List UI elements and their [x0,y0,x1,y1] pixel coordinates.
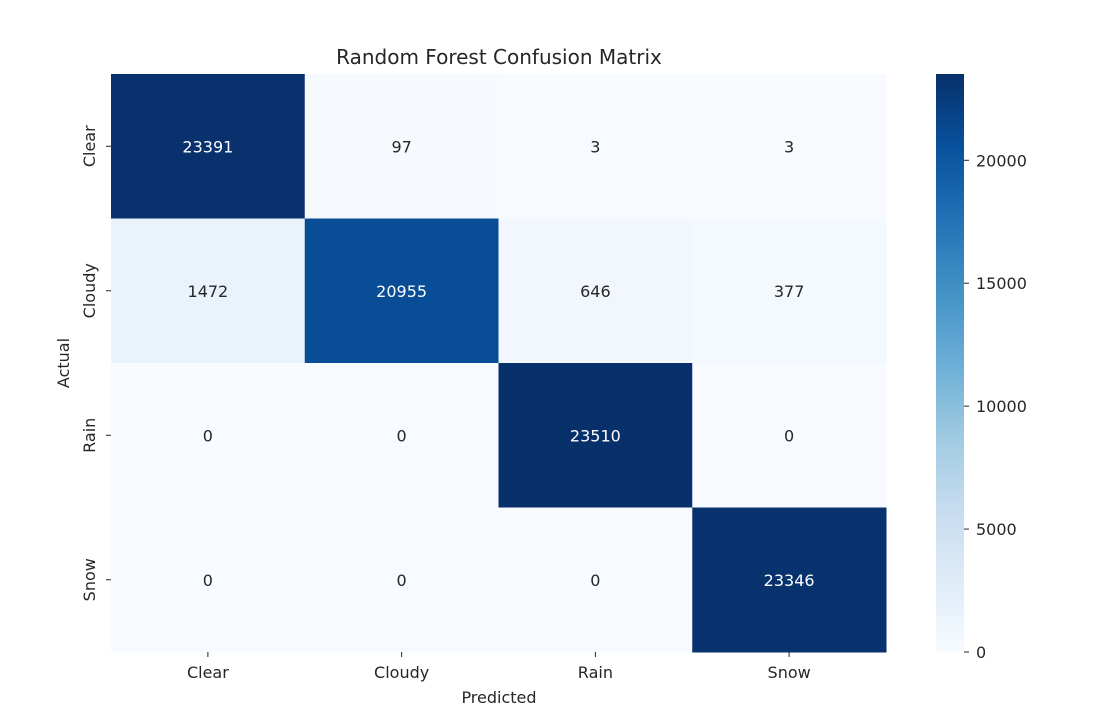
x-tick-label: Clear [187,663,229,682]
colorbar-tick-label: 5000 [976,520,1017,539]
cell-value-label: 97 [391,137,411,156]
x-axis: Clear Cloudy Rain Snow [187,652,811,682]
heatmap-cell [304,507,499,653]
heatmap-cells: 23391 97 3 3 1472 20955 646 377 0 0 23510 0 0 0 0 23346 [111,74,887,653]
heatmap-cell [692,507,887,653]
y-axis: Clear Cloudy Rain Snow [80,125,111,601]
y-tick-label: Snow [80,558,99,601]
chart-title: Random Forest Confusion Matrix [336,45,662,69]
colorbar [936,74,964,652]
y-axis-label: Actual [54,338,73,388]
heatmap-cell [692,363,887,508]
x-tick-label: Snow [768,663,811,682]
heatmap-cell [111,507,306,653]
cell-value-label: 0 [784,426,794,445]
cell-value-label: 23346 [764,571,815,590]
cell-value-label: 646 [580,282,611,301]
cell-value-label: 377 [774,282,805,301]
colorbar-tick-label: 10000 [976,397,1027,416]
cell-value-label: 23510 [570,426,621,445]
y-tick-label: Cloudy [80,263,99,318]
heatmap-cell [304,218,499,364]
heatmap-cell [111,363,306,508]
y-tick-label: Clear [80,125,99,167]
heatmap-cell [111,74,306,219]
heatmap-cell [498,218,693,364]
heatmap-cell [304,74,499,219]
cell-value-label: 20955 [376,282,427,301]
x-tick-label: Rain [578,663,613,682]
colorbar-tick-label: 0 [976,643,986,662]
cell-value-label: 0 [203,571,213,590]
cell-value-label: 0 [203,426,213,445]
heatmap-cell [498,363,693,508]
cell-value-label: 0 [397,571,407,590]
cell-value-label: 3 [590,137,600,156]
heatmap-cell [498,507,693,653]
cell-value-label: 3 [784,137,794,156]
heatmap-cell [498,74,693,219]
cell-value-label: 1472 [188,282,229,301]
x-axis-label: Predicted [461,688,536,707]
cell-value-label: 0 [397,426,407,445]
cell-value-label: 0 [590,571,600,590]
colorbar-tick-label: 20000 [976,151,1027,170]
heatmap-cell [304,363,499,508]
heatmap-cell [692,74,887,219]
x-tick-label: Cloudy [374,663,429,682]
cell-value-label: 23391 [182,137,233,156]
heatmap-cell [692,218,887,364]
y-tick-label: Rain [80,418,99,453]
colorbar-axis: 0 5000 10000 15000 20000 [964,151,1027,662]
colorbar-tick-label: 15000 [976,274,1027,293]
heatmap-cell [111,218,306,364]
